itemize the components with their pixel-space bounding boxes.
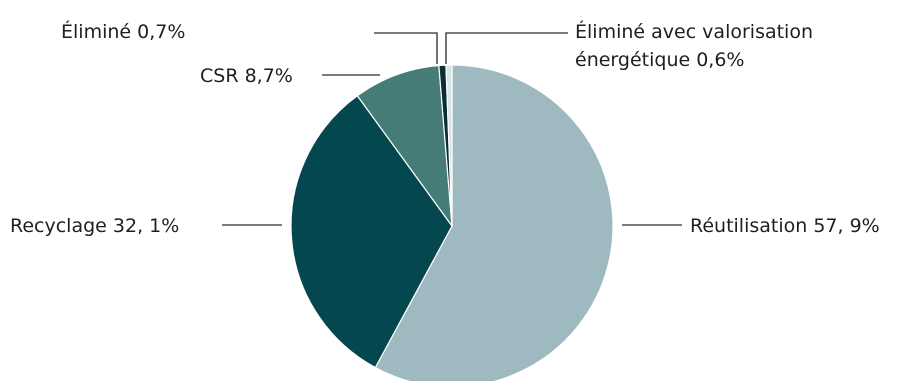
leader-line-elimine-valorisation bbox=[445, 32, 568, 64]
label-recyclage: Recyclage 32, 1% bbox=[10, 215, 179, 237]
label-elimine: Éliminé 0,7% bbox=[61, 20, 185, 43]
pie-slices bbox=[290, 64, 614, 381]
leader-line-elimine bbox=[374, 32, 438, 64]
pie-slice-csr bbox=[356, 64, 453, 229]
label-csr: CSR 8,7% bbox=[200, 65, 293, 87]
label-elimine-valorisation-line1: Éliminé avec valorisation bbox=[575, 20, 813, 43]
slice-labels: Réutilisation 57, 9% Recyclage 32, 1% CS… bbox=[10, 20, 880, 237]
label-reutilisation: Réutilisation 57, 9% bbox=[690, 215, 880, 237]
pie-slice-recyclage bbox=[290, 94, 453, 369]
leader-lines bbox=[222, 32, 682, 226]
pie-slice-elimine-valorisation bbox=[445, 64, 453, 227]
label-elimine-valorisation-line2: énergétique 0,6% bbox=[575, 49, 744, 71]
pie-slice-reutilisation bbox=[374, 64, 614, 381]
